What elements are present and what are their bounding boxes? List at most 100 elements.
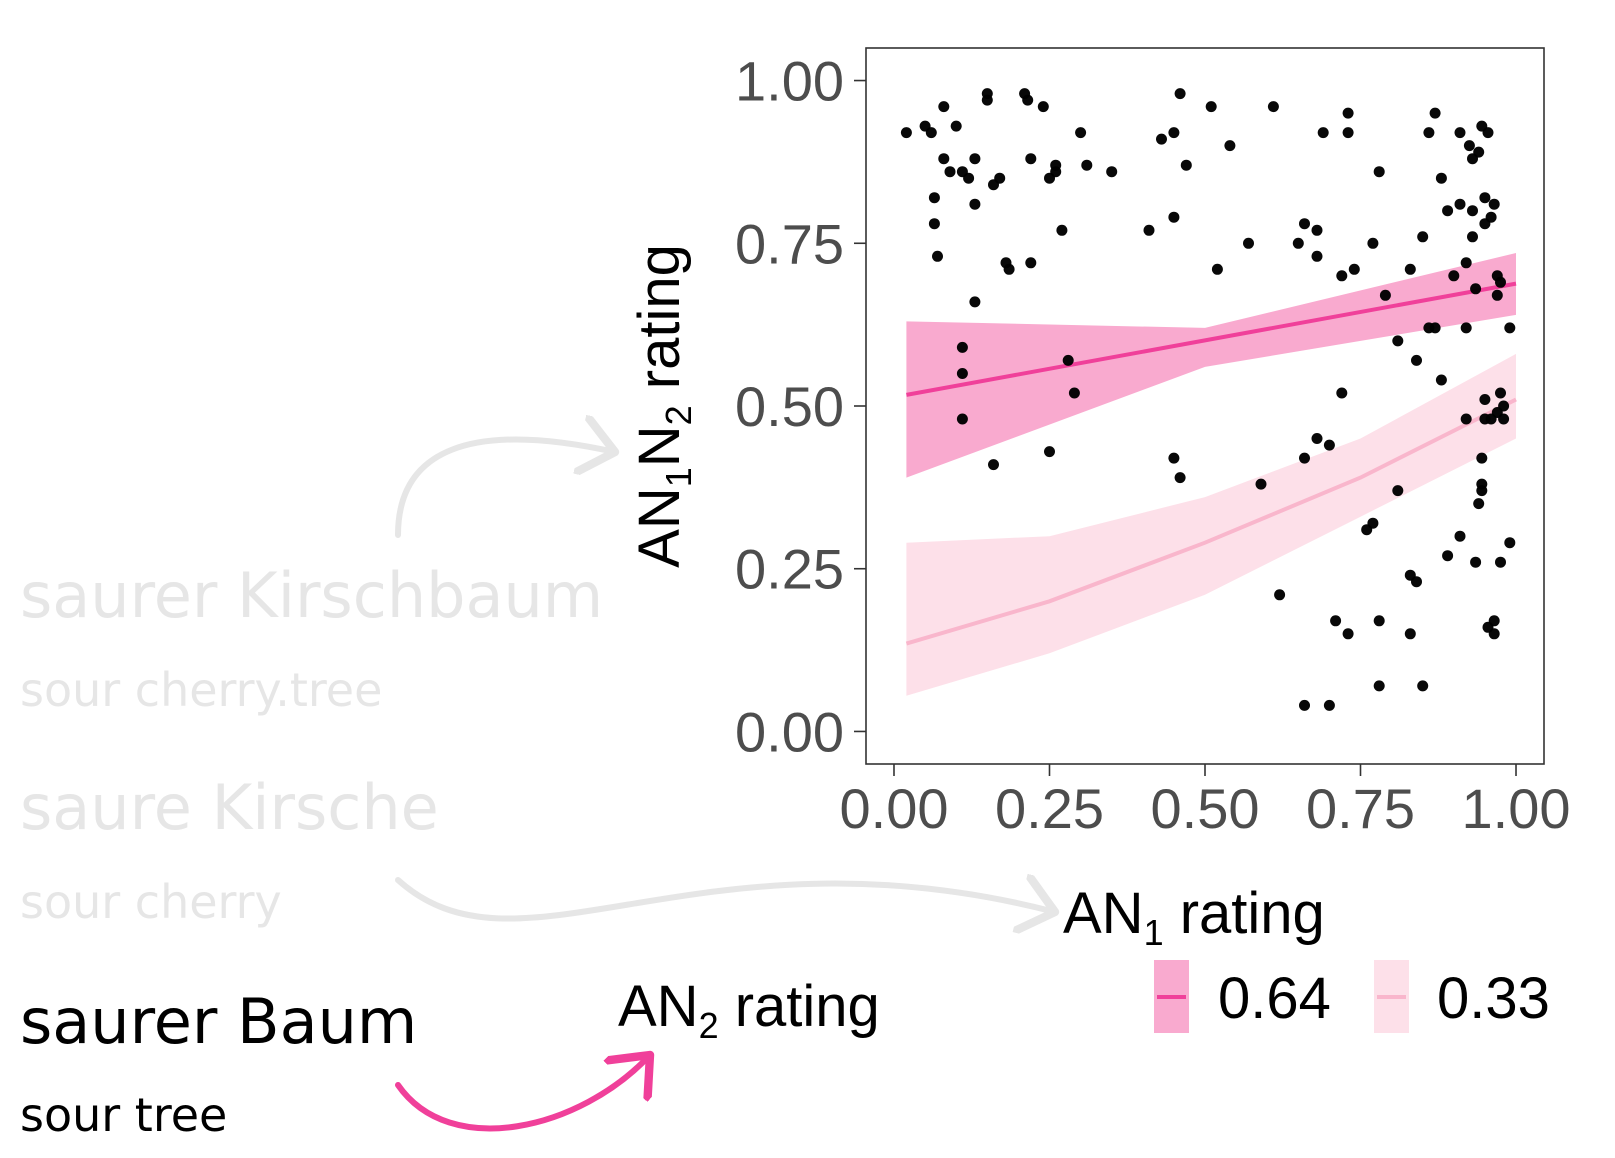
data-point [1448, 270, 1460, 282]
data-point [1488, 198, 1500, 210]
data-point [1143, 224, 1155, 236]
data-point [988, 459, 999, 471]
phrase-english-2: sour cherry [20, 875, 282, 929]
data-point [1482, 127, 1494, 139]
data-point [1504, 322, 1516, 334]
data-point [1454, 198, 1466, 210]
data-point [1317, 127, 1329, 139]
data-point [1454, 530, 1466, 542]
arrow-kirsche-to-xaxis [395, 880, 1055, 919]
data-point [1255, 478, 1267, 490]
y-tick-label: 0.75 [735, 212, 844, 275]
data-point [1323, 699, 1335, 711]
data-point [1168, 127, 1180, 139]
data-point [1498, 413, 1510, 425]
data-point [944, 166, 956, 178]
data-point [1473, 146, 1485, 158]
data-point [1504, 537, 1516, 549]
data-point [956, 413, 968, 425]
data-point [1062, 354, 1074, 366]
data-point [1292, 237, 1304, 249]
data-point [1411, 576, 1422, 588]
data-point [1442, 550, 1454, 562]
x-tick-label: 0.25 [995, 777, 1104, 840]
data-point [1003, 263, 1015, 275]
data-point [1106, 166, 1118, 178]
data-point [1476, 485, 1488, 497]
data-point [1498, 400, 1510, 412]
data-point [969, 296, 981, 308]
data-point [1488, 628, 1500, 640]
data-point [932, 250, 943, 262]
data-point [1470, 556, 1482, 568]
data-point [1348, 263, 1360, 275]
data-point [1495, 387, 1506, 399]
y-axis: 0.00 0.25 0.50 0.75 1.00 [735, 50, 866, 763]
data-point [938, 153, 950, 165]
data-point [1081, 159, 1093, 171]
data-point [1274, 589, 1286, 601]
data-point [1299, 218, 1310, 230]
data-point [925, 127, 937, 139]
data-point [963, 172, 975, 184]
data-point [1373, 680, 1385, 692]
data-point [1336, 270, 1348, 282]
data-point [1373, 166, 1385, 178]
data-point [1488, 615, 1500, 627]
data-point [1205, 101, 1217, 113]
data-point [1442, 205, 1454, 217]
data-point [1168, 211, 1180, 223]
phrase-german-2: saure Kirsche [20, 771, 439, 844]
data-point [1473, 498, 1485, 510]
data-point [994, 172, 1006, 184]
data-point [1485, 211, 1497, 223]
data-point [1495, 276, 1506, 288]
data-point [1460, 257, 1472, 269]
data-point [1068, 387, 1080, 399]
fit-line-064 [906, 281, 1517, 397]
data-point [1379, 289, 1391, 301]
data-point [1373, 615, 1385, 627]
data-point [928, 218, 940, 230]
data-point [1211, 263, 1223, 275]
y-axis-title: AN1N2 rating [627, 244, 699, 568]
data-points [900, 88, 1516, 711]
data-point [1460, 322, 1472, 334]
data-point [1429, 322, 1441, 334]
x-tick-label: 0.00 [839, 777, 948, 840]
data-point [1336, 387, 1348, 399]
data-point [1495, 556, 1506, 568]
data-point [900, 127, 912, 139]
data-point [938, 101, 950, 113]
data-point [1417, 680, 1429, 692]
confidence-band-064 [906, 253, 1516, 478]
data-point [1044, 446, 1055, 458]
data-point [1476, 452, 1488, 464]
data-point [1342, 628, 1354, 640]
data-point [1392, 485, 1404, 497]
data-point [1311, 224, 1323, 236]
phrase-english-3: sour tree [20, 1088, 227, 1142]
data-point [1463, 140, 1475, 152]
data-point [1050, 159, 1062, 171]
an2-rating-label: AN2 rating [618, 974, 880, 1046]
data-point [1404, 263, 1416, 275]
y-tick-label: 1.00 [735, 50, 844, 113]
data-point [1467, 205, 1478, 217]
data-point [1224, 140, 1236, 152]
data-point [1311, 433, 1323, 444]
data-point [969, 153, 981, 165]
data-point [1491, 289, 1503, 301]
fit-line-033 [905, 397, 1517, 646]
data-point [1467, 231, 1478, 243]
data-point [1470, 283, 1482, 295]
legend-label-033: 0.33 [1437, 966, 1550, 1031]
data-point [1429, 107, 1441, 119]
data-point [1417, 231, 1429, 243]
data-point [1037, 101, 1049, 113]
arrow-baum-to-an2 [395, 1055, 650, 1132]
data-point [1423, 127, 1435, 139]
phrase-german-3: saurer Baum [20, 985, 417, 1058]
data-point [1454, 127, 1466, 139]
